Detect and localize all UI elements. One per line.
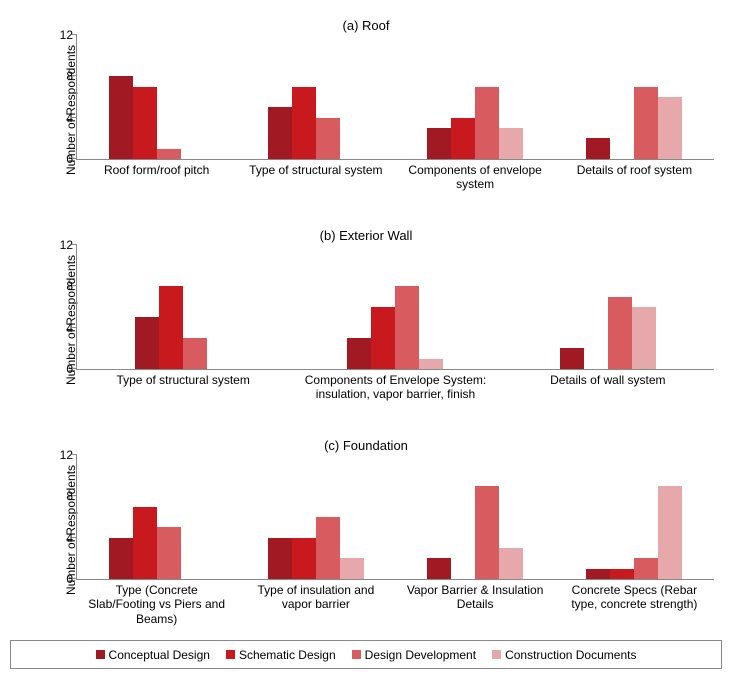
y-tick-label: 0 bbox=[49, 572, 73, 586]
y-tick-label: 8 bbox=[49, 279, 73, 293]
bar bbox=[586, 138, 610, 159]
legend-item: Design Development bbox=[352, 647, 476, 662]
bar bbox=[499, 128, 523, 159]
bar bbox=[133, 507, 157, 579]
bar bbox=[316, 517, 340, 579]
bar bbox=[268, 107, 292, 159]
group-label: Type of insulation and vapor barrier bbox=[236, 579, 395, 612]
bar-group: Type of structural system bbox=[77, 245, 289, 369]
chart-panel-2: (c) FoundationNumber of Respondents04812… bbox=[10, 430, 722, 630]
bar-group: Components of Envelope System: insulatio… bbox=[289, 245, 501, 369]
bar bbox=[316, 118, 340, 159]
bar bbox=[183, 338, 207, 369]
bar bbox=[157, 527, 181, 579]
legend-swatch bbox=[226, 650, 235, 659]
legend-label: Design Development bbox=[365, 648, 476, 662]
bar bbox=[499, 548, 523, 579]
bar bbox=[159, 286, 183, 369]
y-tick-label: 12 bbox=[49, 448, 73, 462]
bar-group: Type of insulation and vapor barrier bbox=[236, 455, 395, 579]
y-tick-label: 12 bbox=[49, 28, 73, 42]
bar bbox=[427, 128, 451, 159]
bar-group: Type (Concrete Slab/Footing vs Piers and… bbox=[77, 455, 236, 579]
legend-item: Schematic Design bbox=[226, 647, 336, 662]
bar bbox=[632, 307, 656, 369]
group-label: Type of structural system bbox=[236, 159, 395, 177]
panel-subtitle: (a) Roof bbox=[10, 18, 722, 33]
group-label: Concrete Specs (Rebar type, concrete str… bbox=[555, 579, 714, 612]
legend-label: Construction Documents bbox=[505, 648, 636, 662]
bar bbox=[451, 118, 475, 159]
legend-swatch bbox=[492, 650, 501, 659]
y-tick-label: 4 bbox=[49, 321, 73, 335]
y-tick-label: 0 bbox=[49, 152, 73, 166]
group-label: Details of roof system bbox=[555, 159, 714, 177]
bar bbox=[292, 538, 316, 579]
chart-panel-0: (a) RoofNumber of Respondents04812Roof f… bbox=[10, 10, 722, 210]
bar bbox=[610, 569, 634, 579]
bar-group: Concrete Specs (Rebar type, concrete str… bbox=[555, 455, 714, 579]
legend-item: Construction Documents bbox=[492, 647, 636, 662]
y-tick-label: 4 bbox=[49, 111, 73, 125]
panel-subtitle: (c) Foundation bbox=[10, 438, 722, 453]
bar-group: Details of wall system bbox=[502, 245, 714, 369]
group-label: Type of structural system bbox=[77, 369, 289, 387]
bar bbox=[634, 87, 658, 159]
bar bbox=[109, 538, 133, 579]
group-label: Type (Concrete Slab/Footing vs Piers and… bbox=[77, 579, 236, 626]
y-tick-label: 4 bbox=[49, 531, 73, 545]
legend-swatch bbox=[352, 650, 361, 659]
bar bbox=[135, 317, 159, 369]
plot-area: 04812Type of structural systemComponents… bbox=[76, 245, 714, 370]
bar bbox=[109, 76, 133, 159]
group-label: Details of wall system bbox=[502, 369, 714, 387]
legend: Conceptual Design Schematic Design Design … bbox=[10, 640, 722, 669]
bar bbox=[658, 97, 682, 159]
bar-group: Roof form/roof pitch bbox=[77, 35, 236, 159]
bar bbox=[292, 87, 316, 159]
plot-area: 04812Roof form/roof pitchType of structu… bbox=[76, 35, 714, 160]
y-tick-label: 0 bbox=[49, 362, 73, 376]
group-label: Components of envelope system bbox=[396, 159, 555, 192]
bar bbox=[157, 149, 181, 159]
bar bbox=[395, 286, 419, 369]
bar-group: Vapor Barrier & Insulation Details bbox=[396, 455, 555, 579]
panel-subtitle: (b) Exterior Wall bbox=[10, 228, 722, 243]
group-label: Roof form/roof pitch bbox=[77, 159, 236, 177]
bar bbox=[371, 307, 395, 369]
bar bbox=[634, 558, 658, 579]
legend-item: Conceptual Design bbox=[96, 647, 210, 662]
charts-container: (a) RoofNumber of Respondents04812Roof f… bbox=[10, 10, 722, 630]
bar bbox=[268, 538, 292, 579]
y-tick-label: 8 bbox=[49, 69, 73, 83]
chart-panel-1: (b) Exterior WallNumber of Respondents04… bbox=[10, 220, 722, 420]
bar bbox=[427, 558, 451, 579]
group-label: Components of Envelope System: insulatio… bbox=[289, 369, 501, 402]
bar bbox=[475, 87, 499, 159]
bar bbox=[608, 297, 632, 369]
bar bbox=[133, 87, 157, 159]
plot-area: 04812Type (Concrete Slab/Footing vs Pier… bbox=[76, 455, 714, 580]
legend-label: Conceptual Design bbox=[109, 648, 210, 662]
bar-group: Type of structural system bbox=[236, 35, 395, 159]
legend-label: Schematic Design bbox=[239, 648, 336, 662]
bar bbox=[340, 558, 364, 579]
bar bbox=[419, 359, 443, 369]
bar bbox=[560, 348, 584, 369]
bar bbox=[475, 486, 499, 579]
group-label: Vapor Barrier & Insulation Details bbox=[396, 579, 555, 612]
bar bbox=[658, 486, 682, 579]
bar-group: Details of roof system bbox=[555, 35, 714, 159]
legend-swatch bbox=[96, 650, 105, 659]
bar bbox=[347, 338, 371, 369]
bar bbox=[586, 569, 610, 579]
y-tick-label: 8 bbox=[49, 489, 73, 503]
y-tick-label: 12 bbox=[49, 238, 73, 252]
bar-group: Components of envelope system bbox=[396, 35, 555, 159]
